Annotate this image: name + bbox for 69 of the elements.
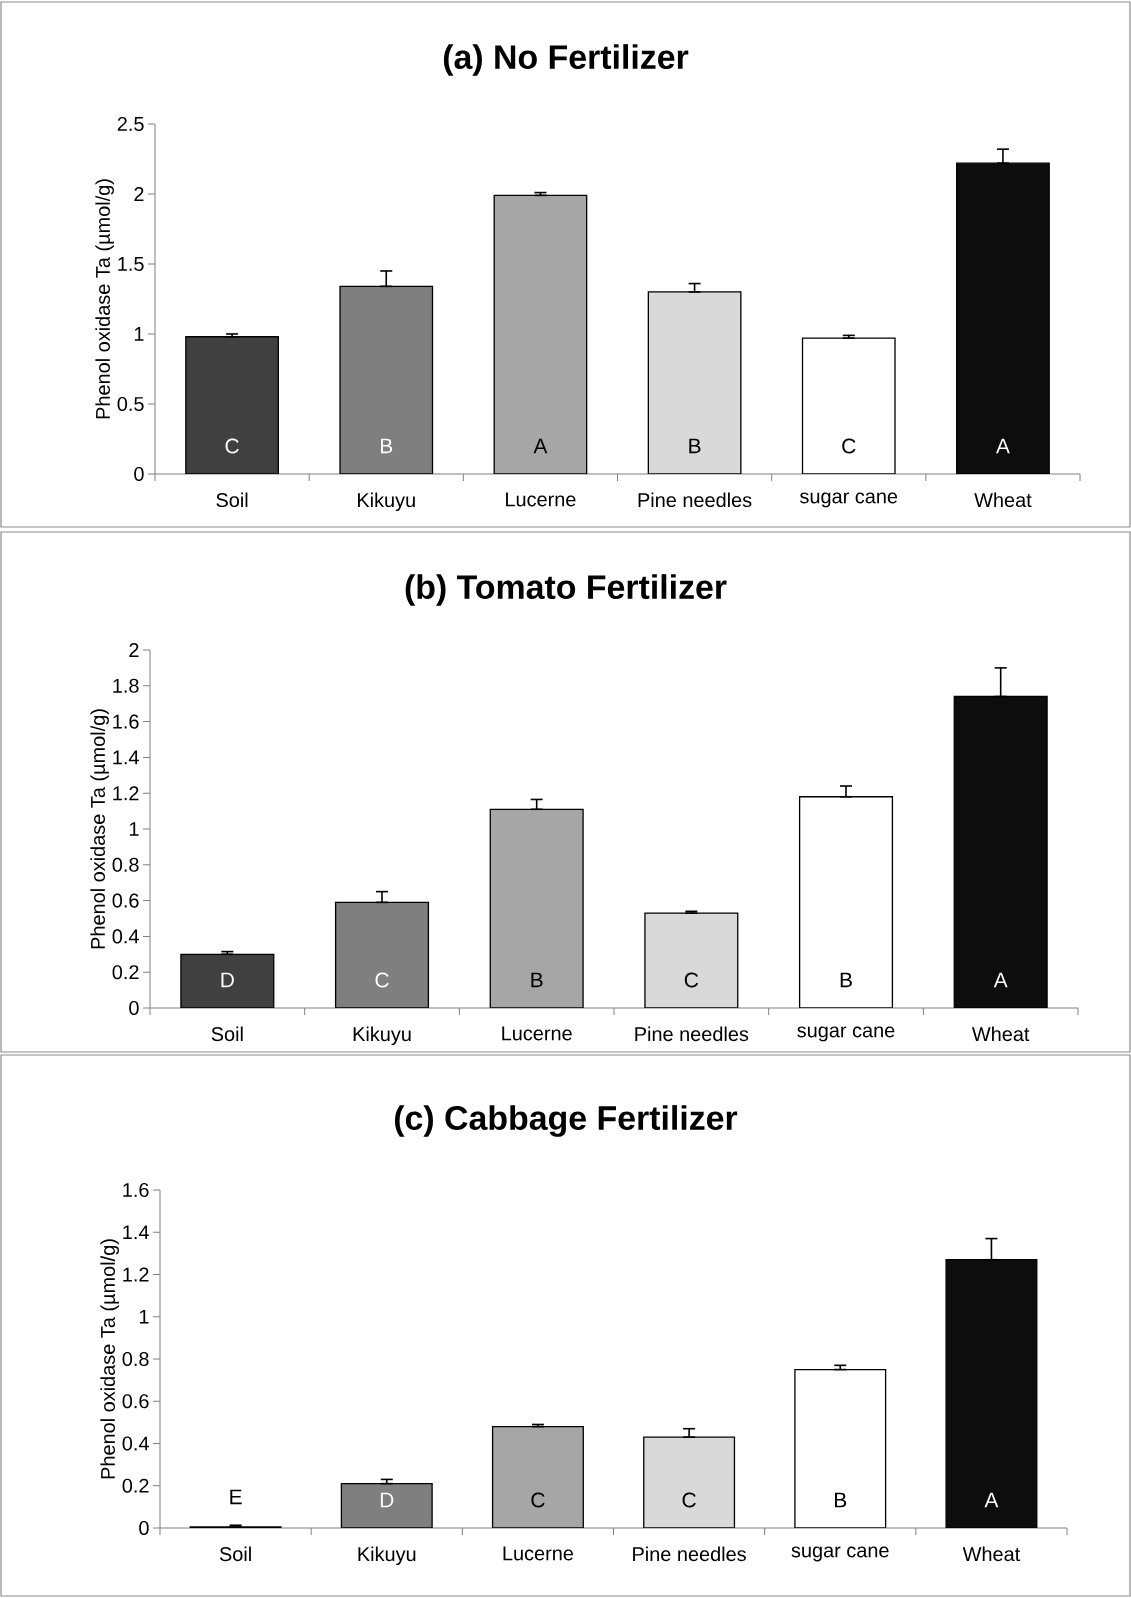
annotation: C (842, 438, 856, 454)
annotation: D (380, 1492, 394, 1508)
annotation: B (689, 438, 701, 454)
annotation: A (996, 438, 1010, 454)
y-tick-label: 0 (129, 1000, 139, 1016)
annotation: C (225, 438, 239, 454)
y-tick-label: 2 (129, 643, 139, 657)
annotation: A (533, 438, 548, 454)
x-tick-label: Kikuyu (358, 1546, 416, 1566)
y-tick-label: 0.6 (122, 1394, 149, 1409)
y-axis-title: Phenol oxidase Ta (µmol/g) (95, 179, 114, 419)
x-tick-label: Pine needles (635, 1026, 749, 1042)
y-tick-label: 0 (139, 1520, 149, 1536)
annotation: C (531, 1492, 545, 1508)
y-tick-label: 1 (134, 327, 144, 341)
y-tick-label: 1.4 (123, 1225, 149, 1240)
x-tick-label: Kikuyu (353, 1026, 411, 1046)
chart-title: (a) No Fertilizer (443, 44, 689, 76)
y-tick-label: 1 (129, 822, 139, 836)
x-tick-label: sugar cane (797, 1026, 895, 1042)
y-tick-label: 1.4 (113, 750, 139, 765)
y-tick-label: 0.6 (112, 893, 139, 908)
x-tick-label: Lucerne (503, 1546, 574, 1561)
bar (185, 336, 279, 474)
y-tick-label: 0.8 (112, 857, 139, 872)
x-tick-label: Lucerne (502, 1026, 572, 1041)
y-tick-label: 0.8 (122, 1351, 149, 1367)
annotation: C (682, 1492, 696, 1508)
x-tick-label: Pine needles (638, 492, 752, 508)
annotation: E (230, 1489, 242, 1505)
annotation: C (684, 972, 699, 988)
annotation: D (221, 972, 234, 988)
annotation: A (984, 1492, 999, 1508)
x-tick-label: sugar cane (800, 492, 898, 508)
y-tick-label: 0.2 (122, 1478, 149, 1493)
annotation: B (531, 972, 543, 988)
x-tick-label: Lucerne (506, 492, 576, 507)
x-tick-label: Wheat (962, 1546, 1021, 1562)
chart-title: (c) Cabbage Fertilizer (394, 1105, 738, 1137)
x-tick-label: sugar cane (791, 1546, 889, 1562)
annotation: B (381, 438, 393, 454)
x-tick-label: Kikuyu (357, 492, 415, 512)
x-tick-label: Pine needles (633, 1546, 746, 1562)
x-tick-label: Wheat (971, 1026, 1030, 1042)
y-tick-label: 0.4 (112, 929, 139, 944)
annotation: B (835, 1492, 847, 1508)
y-tick-label: 1.8 (113, 678, 139, 693)
y-tick-label: 0 (134, 466, 144, 482)
x-tick-label: Soil (219, 1546, 251, 1562)
y-axis-title: Phenol oxidase Ta (µmol/g) (100, 1239, 119, 1479)
y-tick-label: 1.2 (113, 786, 139, 801)
y-tick-label: 0.2 (112, 965, 139, 980)
annotation: A (993, 972, 1008, 988)
chart-title: (b) Tomato Fertilizer (405, 574, 727, 606)
y-tick-label: 1 (139, 1309, 149, 1324)
y-tick-label: 0.4 (122, 1436, 149, 1451)
x-tick-label: Soil (216, 492, 248, 508)
x-tick-label: Wheat (974, 492, 1032, 508)
y-tick-label: 1.6 (113, 714, 139, 729)
y-tick-label: 2.5 (117, 116, 144, 132)
y-axis-title: Phenol oxidase Ta (µmol/g) (90, 709, 109, 949)
y-tick-label: 2 (134, 187, 144, 201)
y-tick-label: 1.6 (123, 1182, 149, 1198)
x-tick-label: Soil (211, 1026, 243, 1042)
annotation: C (375, 972, 389, 988)
y-tick-label: 1.5 (118, 257, 144, 271)
annotation: B (840, 972, 852, 988)
y-tick-label: 1.2 (123, 1267, 149, 1282)
y-tick-label: 0.5 (117, 396, 144, 412)
